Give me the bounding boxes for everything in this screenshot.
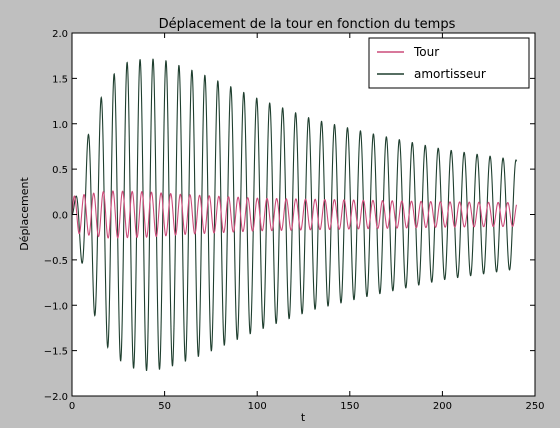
x-tick-label: 50 xyxy=(158,401,171,412)
x-tick-label: 150 xyxy=(340,401,359,412)
legend-label-amortisseur: amortisseur xyxy=(414,67,486,81)
y-tick-label: −1.5 xyxy=(44,347,68,358)
y-tick-label: 1.5 xyxy=(52,74,68,85)
series-line-tour xyxy=(71,190,518,239)
x-axis-label: t xyxy=(301,411,306,424)
chart-title: Déplacement de la tour en fonction du te… xyxy=(159,17,456,32)
y-tick-label: −0.5 xyxy=(44,256,68,267)
series-line-amortisseur xyxy=(71,58,518,372)
x-tick-label: 100 xyxy=(248,401,267,412)
x-tick-label: 0 xyxy=(69,401,75,412)
y-axis-label: Déplacement xyxy=(18,177,31,251)
y-tick-label: 0.0 xyxy=(52,211,68,222)
y-tick-label: −1.0 xyxy=(44,301,68,312)
y-tick-label: 0.5 xyxy=(52,165,68,176)
y-tick-label: −2.0 xyxy=(44,392,68,403)
legend-label-tour: Tour xyxy=(413,45,439,59)
y-tick-label: 2.0 xyxy=(52,29,68,40)
y-tick-label: 1.0 xyxy=(52,120,68,131)
x-tick-label: 200 xyxy=(433,401,452,412)
legend-box xyxy=(368,37,530,89)
ticks-layer: 0 50 100 150 200 250 −2.0 −1.5 −1.0 −0.5 0.0 0.5 1.0… xyxy=(44,29,545,412)
x-tick-label: 250 xyxy=(525,401,544,412)
series-layer xyxy=(71,58,518,372)
legend: Tour amortisseur xyxy=(368,37,530,89)
